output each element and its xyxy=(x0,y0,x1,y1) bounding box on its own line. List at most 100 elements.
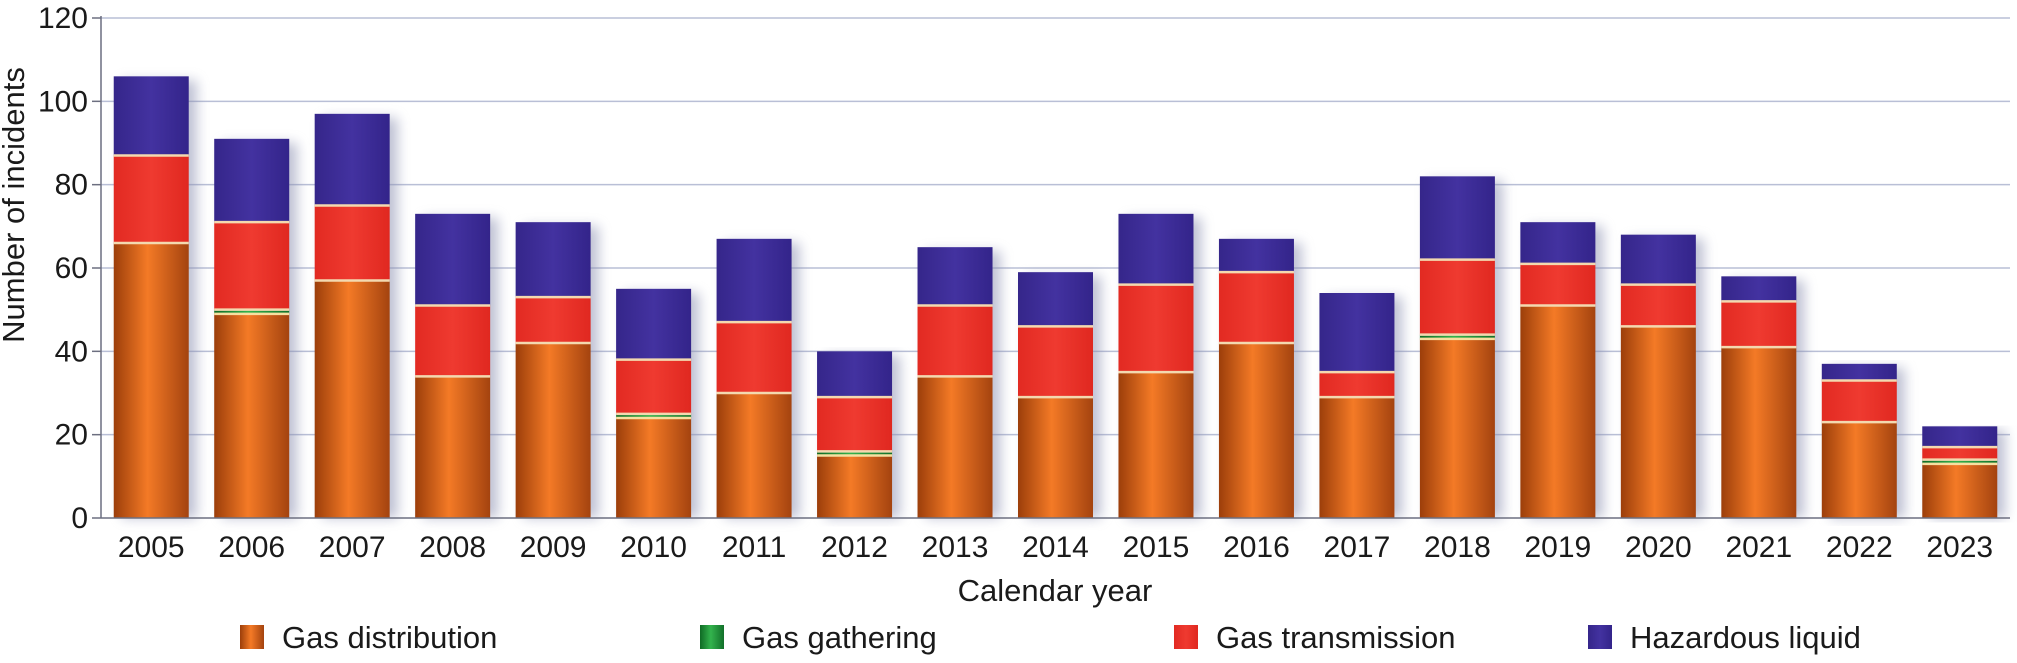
x-tick-label-2015: 2015 xyxy=(1123,531,1190,564)
bar-hazardous-liquid-2014 xyxy=(1018,272,1093,327)
bar-gas-gathering-2023 xyxy=(1922,459,1998,464)
bar-gas-transmission-2006 xyxy=(214,222,290,310)
bar-gas-gathering-2010 xyxy=(616,413,692,418)
x-tick-label-2016: 2016 xyxy=(1223,531,1290,564)
bar-hazardous-liquid-2010 xyxy=(616,288,692,360)
x-tick-label-2010: 2010 xyxy=(620,531,687,564)
y-tick-label: 80 xyxy=(55,169,88,202)
x-tick-label-2011: 2011 xyxy=(722,531,787,564)
bar-gas-distribution-2007 xyxy=(314,280,390,518)
bar-gas-distribution-2012 xyxy=(817,455,893,518)
x-tick-label-2012: 2012 xyxy=(821,531,888,564)
bar-hazardous-liquid-2016 xyxy=(1218,238,1294,273)
bar-hazardous-liquid-2022 xyxy=(1821,363,1897,381)
bars xyxy=(113,76,1998,518)
bar-gas-distribution-2009 xyxy=(515,343,591,518)
bar-gas-transmission-2020 xyxy=(1620,284,1696,327)
bar-hazardous-liquid-2012 xyxy=(817,351,893,398)
x-tick-label-2009: 2009 xyxy=(520,531,587,564)
x-tick-label-2019: 2019 xyxy=(1524,531,1591,564)
legend-item-gas-gathering: Gas gathering xyxy=(700,620,937,655)
legend-item-hazardous-liquid: Hazardous liquid xyxy=(1588,620,1861,655)
bar-gas-gathering-2012 xyxy=(817,451,893,456)
bar-gas-transmission-2023 xyxy=(1922,447,1998,460)
bar-gas-transmission-2013 xyxy=(917,305,993,377)
bar-gas-transmission-2022 xyxy=(1821,380,1897,423)
legend-item-gas-transmission: Gas transmission xyxy=(1174,620,1455,655)
bar-gas-transmission-2016 xyxy=(1218,272,1294,343)
legend-label: Hazardous liquid xyxy=(1630,620,1861,655)
bar-gas-distribution-2022 xyxy=(1821,422,1897,518)
legend-swatch xyxy=(700,625,724,649)
bar-gas-transmission-2017 xyxy=(1319,372,1395,398)
bar-hazardous-liquid-2023 xyxy=(1922,426,1998,448)
bar-hazardous-liquid-2005 xyxy=(113,76,189,156)
bar-gas-distribution-2011 xyxy=(716,393,792,518)
bar-gas-distribution-2017 xyxy=(1319,397,1395,518)
bar-gas-distribution-2010 xyxy=(616,418,692,518)
bar-gas-transmission-2008 xyxy=(415,305,491,377)
y-tick-label: 0 xyxy=(71,502,88,535)
bar-gas-transmission-2014 xyxy=(1018,326,1093,398)
bar-gas-transmission-2019 xyxy=(1520,263,1596,306)
bar-gas-transmission-2007 xyxy=(314,205,390,281)
legend: Gas distribution Gas gathering Gas transmi… xyxy=(240,620,1861,655)
bar-gas-distribution-2021 xyxy=(1721,347,1797,518)
bar-gas-transmission-2018 xyxy=(1419,259,1495,335)
bar-gas-distribution-2023 xyxy=(1922,463,1998,518)
y-tick-label: 60 xyxy=(55,252,88,285)
legend-swatch xyxy=(1174,625,1198,649)
y-tick-label: 40 xyxy=(55,335,88,368)
bar-gas-transmission-2009 xyxy=(515,297,591,343)
x-tick-label-2018: 2018 xyxy=(1424,531,1491,564)
bar-gas-distribution-2019 xyxy=(1520,305,1596,518)
bar-hazardous-liquid-2019 xyxy=(1520,222,1596,264)
x-tick-label-2013: 2013 xyxy=(922,531,989,564)
x-tick-label-2017: 2017 xyxy=(1324,531,1391,564)
bar-gas-distribution-2018 xyxy=(1419,338,1495,518)
bar-gas-transmission-2012 xyxy=(817,397,893,452)
bar-hazardous-liquid-2009 xyxy=(515,222,591,298)
bar-hazardous-liquid-2013 xyxy=(917,247,993,306)
bar-gas-distribution-2013 xyxy=(917,376,993,518)
bar-hazardous-liquid-2006 xyxy=(214,138,290,223)
bar-gas-distribution-2016 xyxy=(1218,343,1294,518)
bar-hazardous-liquid-2008 xyxy=(415,213,491,306)
bar-hazardous-liquid-2020 xyxy=(1620,234,1696,285)
bar-hazardous-liquid-2011 xyxy=(716,238,792,323)
x-tick-label-2022: 2022 xyxy=(1826,531,1893,564)
axes: 0 20 40 60 80 100 120 2005 2006 2007 2008 2009 2010 2… xyxy=(38,2,2010,564)
bar-hazardous-liquid-2017 xyxy=(1319,293,1395,373)
bar-gas-transmission-2021 xyxy=(1721,301,1797,348)
bar-gas-gathering-2006 xyxy=(214,309,290,314)
bar-gas-distribution-2005 xyxy=(113,243,189,518)
x-tick-label-2021: 2021 xyxy=(1725,531,1792,564)
bar-gas-distribution-2015 xyxy=(1118,372,1194,518)
bar-gas-distribution-2020 xyxy=(1620,326,1696,518)
bar-gas-transmission-2010 xyxy=(616,359,692,414)
bar-hazardous-liquid-2018 xyxy=(1419,176,1495,260)
y-tick-label: 120 xyxy=(38,2,88,35)
bar-hazardous-liquid-2007 xyxy=(314,113,390,206)
bar-hazardous-liquid-2015 xyxy=(1118,213,1194,285)
bar-gas-distribution-2006 xyxy=(214,313,290,518)
bar-gas-transmission-2011 xyxy=(716,322,792,393)
bar-gas-distribution-2008 xyxy=(415,376,491,518)
legend-item-gas-distribution: Gas distribution xyxy=(240,620,497,655)
legend-label: Gas gathering xyxy=(742,620,937,655)
bar-gas-gathering-2018 xyxy=(1419,334,1495,339)
bar-gas-distribution-2014 xyxy=(1018,397,1093,518)
legend-label: Gas distribution xyxy=(282,620,497,655)
y-axis-title: Number of incidents xyxy=(0,67,31,343)
bar-gas-transmission-2005 xyxy=(113,155,189,243)
legend-swatch xyxy=(240,625,264,649)
bar-hazardous-liquid-2021 xyxy=(1721,276,1797,302)
x-tick-label-2007: 2007 xyxy=(319,531,386,564)
y-tick-label: 100 xyxy=(38,85,88,118)
x-tick-label-2008: 2008 xyxy=(419,531,486,564)
legend-label: Gas transmission xyxy=(1216,620,1455,655)
bar-gas-transmission-2015 xyxy=(1118,284,1194,373)
x-tick-label-2006: 2006 xyxy=(218,531,285,564)
x-tick-label-2014: 2014 xyxy=(1022,531,1089,564)
